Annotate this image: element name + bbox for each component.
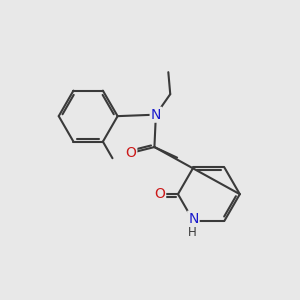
Text: O: O	[125, 146, 136, 160]
Text: O: O	[154, 187, 165, 201]
Text: N: N	[151, 108, 161, 122]
Text: N: N	[188, 212, 199, 226]
Text: H: H	[188, 226, 196, 238]
